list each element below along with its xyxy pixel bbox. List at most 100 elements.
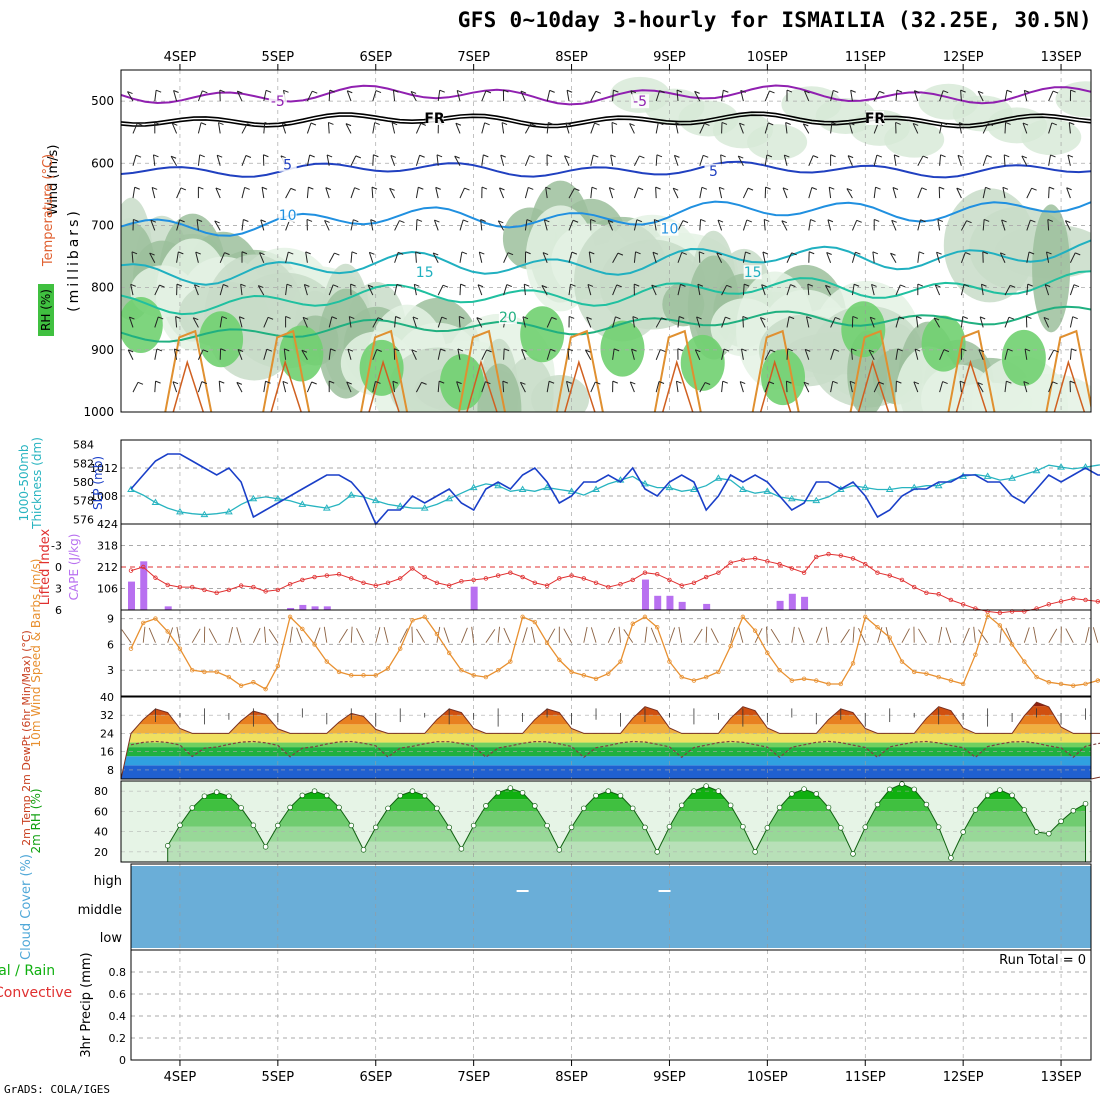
wind-speed-point xyxy=(703,674,709,680)
wind-barb xyxy=(694,91,701,102)
contour-label: -5 xyxy=(271,94,285,110)
temp-band xyxy=(121,765,1091,779)
wind-barb-flag xyxy=(978,90,984,94)
wind-barb xyxy=(282,381,287,393)
temperature-contour-low xyxy=(262,329,311,412)
wind-barb xyxy=(237,349,243,360)
wind-barb xyxy=(350,187,356,199)
wind-barb xyxy=(568,220,574,231)
wind-speed-point xyxy=(398,646,403,651)
slp-line xyxy=(130,453,1100,526)
surface-wind-barb xyxy=(815,627,823,643)
wind-barb-flag xyxy=(831,122,838,125)
wind-speed-point xyxy=(691,678,697,683)
wind-barb-flag xyxy=(459,315,465,319)
wind-barb xyxy=(173,348,178,360)
surface-wind-barb xyxy=(375,627,381,643)
surface-wind-barb xyxy=(546,628,556,643)
wind-barb-flag xyxy=(652,251,659,255)
wind-barb-flag xyxy=(329,380,335,384)
wind-speed-point xyxy=(1009,642,1015,647)
wind-barb xyxy=(676,90,679,102)
wind-barb xyxy=(520,90,526,102)
wind-barb-flag xyxy=(202,90,208,94)
cape-bar xyxy=(666,595,674,610)
wind-barb xyxy=(1069,284,1075,296)
wind-barb xyxy=(1048,154,1052,166)
cape-bar xyxy=(128,581,135,610)
wind-barb-flag xyxy=(310,122,317,126)
wind-barb-flag xyxy=(308,186,314,190)
lifted-index-point xyxy=(826,551,831,557)
wind-barb-flag xyxy=(1004,154,1010,158)
wind-barb xyxy=(541,285,548,296)
wind-barb-flag xyxy=(1053,349,1059,353)
wind-barb-flag xyxy=(282,122,288,126)
wind-barb xyxy=(721,381,724,393)
wind-barb xyxy=(219,252,225,263)
wind-barb-flag xyxy=(894,154,900,158)
wind-barb xyxy=(568,252,573,263)
date-label-bottom: 4SEP xyxy=(164,1070,197,1085)
wind-barb-flag xyxy=(155,380,161,384)
wind-barb xyxy=(1069,252,1076,263)
wind-barb-flag xyxy=(611,121,618,125)
wind-speed-point xyxy=(655,625,660,630)
wind-barb xyxy=(154,381,157,393)
wind-barb xyxy=(960,220,968,231)
wind-barb-flag xyxy=(304,284,310,287)
rh-point xyxy=(923,801,930,808)
lifted-index-point xyxy=(459,579,464,584)
cape-ylabel: CAPE (J/kg) xyxy=(67,534,81,601)
wind-barb xyxy=(394,316,397,328)
wind-barb-flag xyxy=(768,122,774,126)
wind-barb-flag xyxy=(896,380,902,384)
lifted-index-point xyxy=(177,584,183,590)
wind-barb xyxy=(285,188,292,199)
wind-barb xyxy=(786,316,790,328)
wind-barb xyxy=(808,155,814,166)
wind-barb-flag xyxy=(676,380,682,384)
wind-barb xyxy=(632,316,635,328)
li-ylabel: Lifted Index xyxy=(38,528,53,605)
wind-barb xyxy=(1048,381,1054,393)
lifted-index-point xyxy=(703,574,709,580)
wind-speed-point xyxy=(899,659,905,664)
rh-point xyxy=(972,807,979,813)
wind-barb xyxy=(895,284,901,296)
surface-wind-barb xyxy=(840,629,850,643)
wind-barb-flag xyxy=(503,89,509,93)
wind-barb xyxy=(481,122,486,134)
cape-bar xyxy=(164,606,172,610)
wind-barb-flag xyxy=(545,186,551,190)
rh-shading-high xyxy=(600,320,645,377)
wind-barb xyxy=(285,284,288,296)
wind-barb-flag xyxy=(609,187,615,191)
wind-barb xyxy=(150,219,156,231)
rh-point xyxy=(311,788,318,794)
lifted-index-point xyxy=(924,590,929,595)
wind-barb-flag xyxy=(376,349,382,352)
rh-point xyxy=(593,792,599,799)
wind-barb-flag xyxy=(739,122,745,126)
rh-point xyxy=(654,849,660,855)
wind-barb xyxy=(979,316,984,328)
wind-barb-flag xyxy=(463,219,469,223)
wind-barb xyxy=(392,90,396,102)
wind-barb xyxy=(132,382,139,393)
wind-barb-flag xyxy=(393,89,399,93)
wind-speed-point xyxy=(679,674,684,680)
wind-barb xyxy=(390,155,396,166)
contour-label-bg xyxy=(498,309,517,324)
wind-barb-flag xyxy=(1066,187,1072,191)
wind-barb-flag xyxy=(721,121,728,125)
wind-barb-flag xyxy=(781,220,788,224)
axis-labels: 4SEP 4SEP 5SEP 5SEP 6SEP 6SEP 7SEP 7SEP 8SEP 8SEP… xyxy=(0,50,1086,1085)
contour-label-bg xyxy=(425,110,444,125)
wind-barb-flag xyxy=(978,349,985,353)
temperature-contour-low xyxy=(947,329,996,412)
lifted-index-point xyxy=(691,580,697,585)
date-label-bottom: 11SEP xyxy=(845,1070,886,1085)
wind-barb-flag xyxy=(589,251,595,255)
cape-tick: 212 xyxy=(97,561,118,574)
